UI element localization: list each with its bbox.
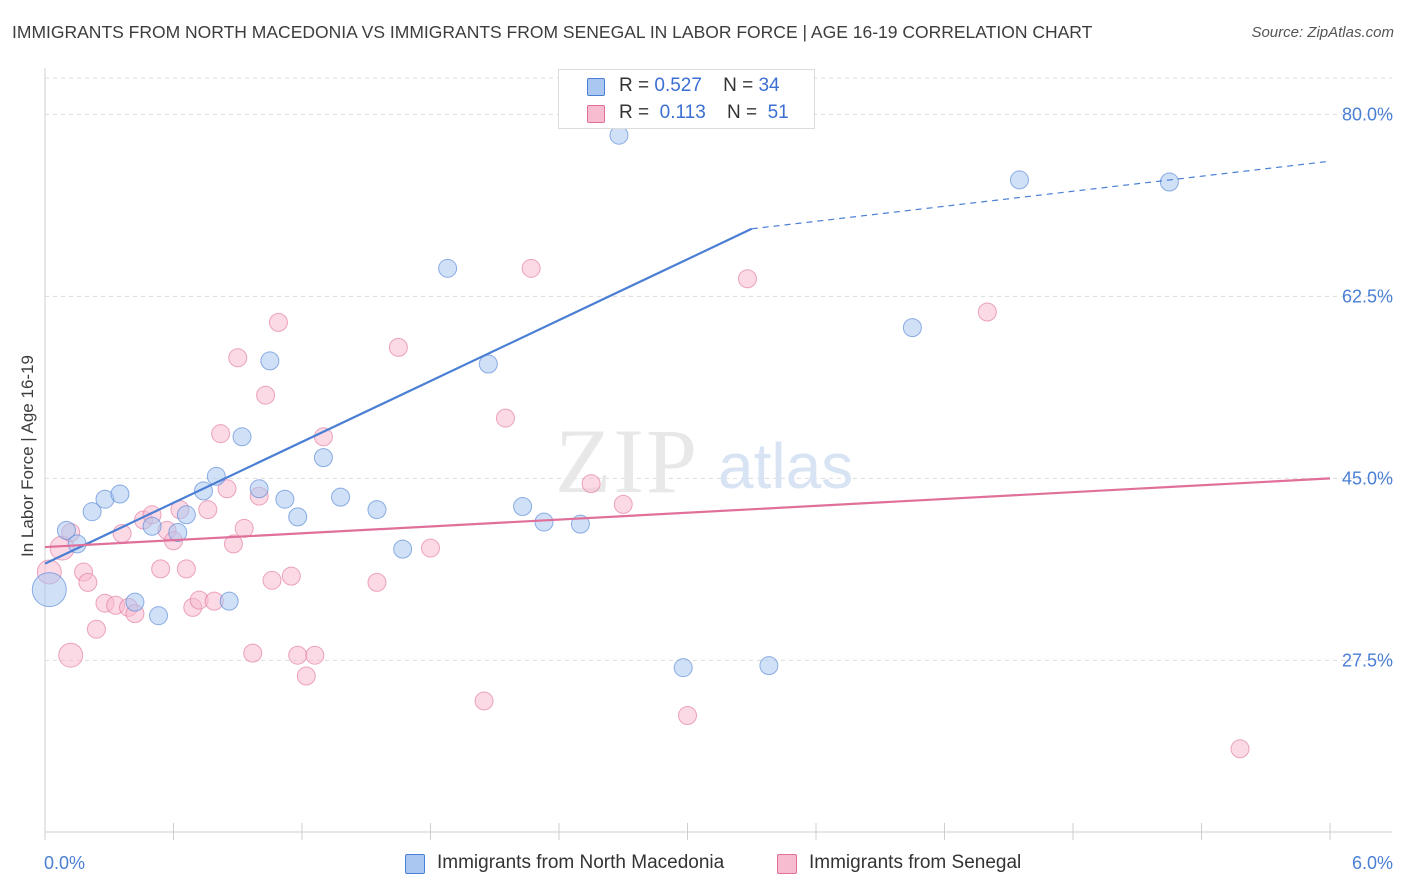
- tick-labels: 80.0% 62.5% 45.0% 27.5% 0.0% 6.0%: [44, 104, 1393, 873]
- x-tick-label-max: 6.0%: [1352, 853, 1393, 873]
- macedonia-point: [125, 592, 145, 612]
- macedonia-point: [478, 354, 498, 374]
- macedonia-point: [219, 591, 239, 611]
- senegal-point: [388, 337, 408, 357]
- legend-r-value-macedonia: 0.527: [654, 75, 702, 96]
- macedonia-point: [367, 500, 387, 520]
- senegal-point: [313, 427, 333, 447]
- macedonia-point: [288, 507, 308, 527]
- series-legend-swatch-senegal: [777, 854, 797, 874]
- senegal-point: [228, 348, 248, 368]
- legend-swatch-senegal: [587, 105, 605, 123]
- legend-text-senegal: R = 0.113 N = 51: [619, 102, 789, 124]
- macedonia-point: [168, 522, 188, 542]
- x-tick-label-min: 0.0%: [44, 853, 85, 873]
- senegal-points: [36, 258, 1250, 759]
- senegal-point: [288, 645, 308, 665]
- macedonia-point: [438, 258, 458, 278]
- macedonia-point: [176, 505, 196, 525]
- senegal-point: [296, 666, 316, 686]
- macedonia-point: [110, 484, 130, 504]
- macedonia-point: [1009, 170, 1029, 190]
- senegal-point: [495, 408, 515, 428]
- senegal-point: [176, 559, 196, 579]
- senegal-point: [151, 559, 171, 579]
- legend-r-label: R =: [619, 75, 650, 96]
- legend-swatch-macedonia: [587, 78, 605, 96]
- legend-n-label: N =: [723, 75, 754, 96]
- senegal-point: [474, 691, 494, 711]
- macedonia-point: [31, 572, 67, 608]
- legend-n-label: N =: [726, 102, 758, 123]
- macedonia-point: [331, 487, 351, 507]
- senegal-point: [737, 269, 757, 289]
- y-tick-label: 27.5%: [1342, 650, 1393, 670]
- senegal-point: [262, 570, 282, 590]
- senegal-point: [211, 424, 231, 444]
- senegal-point: [234, 518, 254, 538]
- legend-text-macedonia: R = 0.527 N = 34: [619, 75, 780, 97]
- chart-title: IMMIGRANTS FROM NORTH MACEDONIA VS IMMIG…: [12, 22, 1093, 42]
- macedonia-point: [759, 656, 779, 676]
- series-legend: Immigrants from North Macedonia Immigran…: [0, 852, 1406, 878]
- macedonia-point: [56, 520, 76, 540]
- correlation-legend: R = 0.527 N = 34 R = 0.113 N = 51: [558, 69, 815, 129]
- senegal-point: [268, 312, 288, 332]
- series-legend-label-macedonia: Immigrants from North Macedonia: [437, 852, 725, 873]
- senegal-point: [86, 619, 106, 639]
- senegal-point: [977, 302, 997, 322]
- y-tick-label: 45.0%: [1342, 468, 1393, 488]
- macedonia-point: [393, 539, 413, 559]
- macedonia-point: [1159, 172, 1179, 192]
- senegal-point: [217, 479, 237, 499]
- senegal-point: [678, 706, 697, 726]
- macedonia-point: [149, 606, 169, 626]
- senegal-point: [243, 643, 263, 663]
- macedonia-point: [513, 496, 533, 516]
- y-tick-label: 62.5%: [1342, 286, 1393, 306]
- senegal-point: [78, 572, 98, 592]
- watermark: ZIP atlas: [555, 410, 853, 512]
- senegal-point: [421, 538, 440, 558]
- macedonia-trend-extension: [751, 160, 1331, 230]
- senegal-point: [367, 572, 387, 592]
- macedonia-point: [249, 479, 269, 499]
- senegal-point: [581, 474, 601, 494]
- trend-lines: [44, 160, 1331, 565]
- series-legend-label-senegal: Immigrants from Senegal: [809, 852, 1022, 873]
- grid-layer: [45, 77, 1392, 661]
- y-tick-label: 80.0%: [1342, 104, 1393, 124]
- series-legend-swatch-macedonia: [405, 854, 425, 874]
- senegal-point: [613, 494, 633, 514]
- macedonia-point: [313, 448, 333, 468]
- macedonia-point: [142, 516, 162, 536]
- macedonia-points: [31, 125, 1179, 678]
- senegal-point: [58, 642, 84, 668]
- macedonia-point: [232, 427, 252, 447]
- senegal-point: [305, 645, 325, 665]
- senegal-point: [521, 258, 541, 278]
- macedonia-point: [260, 351, 280, 371]
- axis-layer: [44, 68, 1392, 840]
- senegal-point: [223, 534, 243, 554]
- legend-r-label: R =: [619, 102, 650, 123]
- macedonia-trend-line: [44, 227, 753, 565]
- legend-n-value-macedonia: 34: [758, 75, 780, 96]
- legend-n-value-senegal: 51: [767, 102, 789, 123]
- source-label: Source: ZipAtlas.com: [1251, 24, 1394, 41]
- macedonia-point: [82, 502, 102, 522]
- macedonia-point: [534, 512, 554, 532]
- senegal-point: [256, 385, 276, 405]
- macedonia-point: [275, 489, 295, 509]
- senegal-point: [198, 500, 218, 520]
- macedonia-point: [673, 658, 693, 678]
- watermark-atlas: atlas: [718, 430, 853, 502]
- legend-r-value-senegal: 0.113: [659, 102, 706, 123]
- macedonia-point: [902, 318, 922, 338]
- senegal-point: [281, 566, 301, 586]
- senegal-point: [1230, 739, 1250, 759]
- senegal-trend-line: [44, 477, 1331, 549]
- watermark-zip: ZIP: [555, 410, 699, 512]
